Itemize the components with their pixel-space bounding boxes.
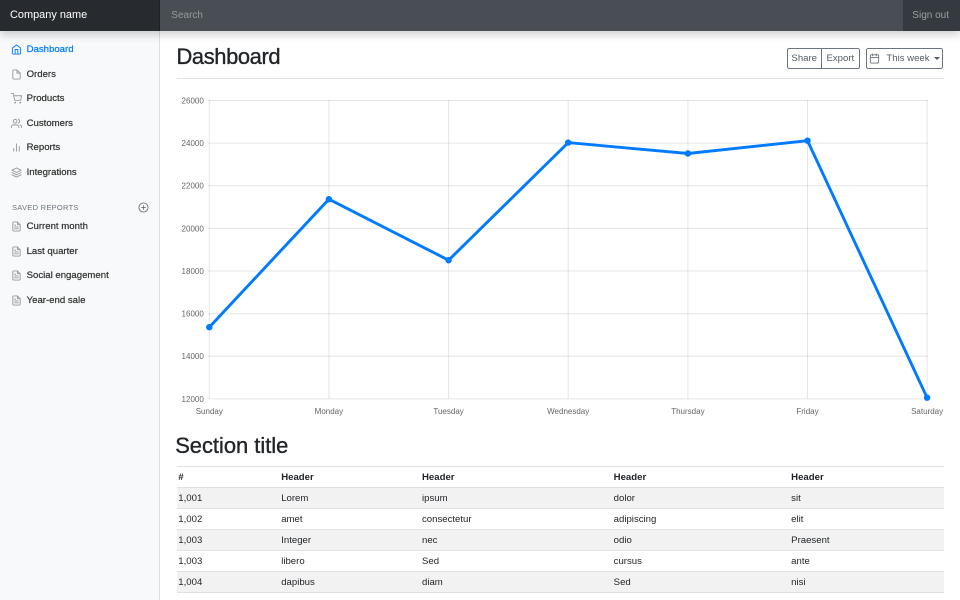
svg-text:20000: 20000 — [181, 224, 204, 233]
svg-text:26000: 26000 — [181, 96, 204, 105]
svg-text:Monday: Monday — [314, 407, 342, 416]
svg-text:24000: 24000 — [181, 139, 204, 148]
svg-text:12000: 12000 — [181, 395, 204, 404]
svg-text:18000: 18000 — [181, 267, 204, 276]
svg-text:16000: 16000 — [181, 310, 204, 319]
svg-text:Friday: Friday — [796, 407, 818, 416]
svg-text:14000: 14000 — [181, 352, 204, 361]
svg-text:Thursday: Thursday — [671, 407, 704, 416]
svg-text:Saturday: Saturday — [911, 407, 943, 416]
svg-text:Sunday: Sunday — [195, 407, 222, 416]
svg-text:Wednesday: Wednesday — [547, 407, 589, 416]
svg-text:Tuesday: Tuesday — [433, 407, 463, 416]
svg-text:22000: 22000 — [181, 182, 204, 191]
